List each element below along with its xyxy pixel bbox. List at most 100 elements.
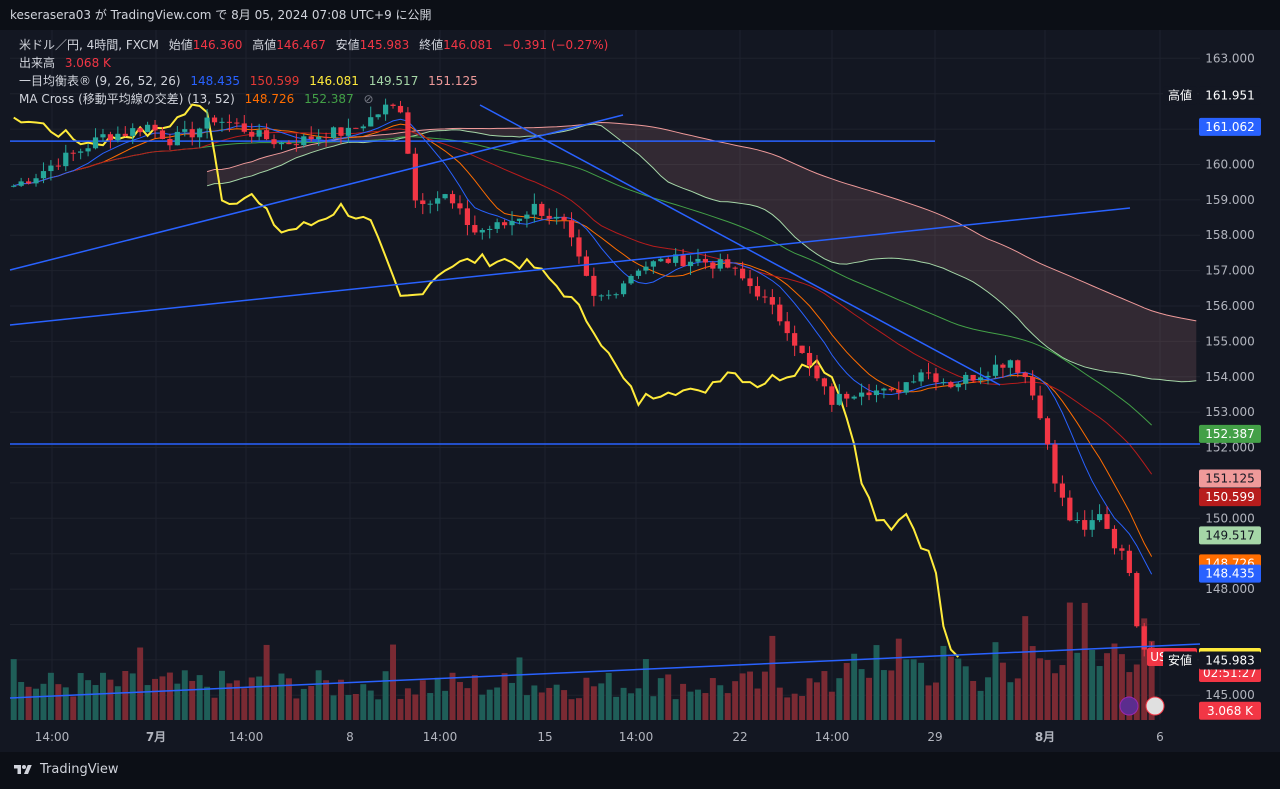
volume-bar: [851, 653, 858, 720]
candle-body: [174, 131, 180, 146]
candle-body: [1104, 514, 1110, 529]
volume-bar: [1089, 649, 1096, 720]
volume-bar: [858, 669, 865, 720]
candle-body: [680, 254, 686, 267]
volume-bar: [1037, 658, 1044, 720]
candlesticks: [11, 98, 1155, 666]
price-tick-label: 159.000: [1205, 193, 1255, 207]
candle-body: [806, 352, 813, 366]
price-tick-label: 145.000: [1205, 688, 1255, 702]
candle-body: [435, 198, 441, 204]
ichimoku-label[interactable]: 一目均衡表® (9, 26, 52, 26): [19, 74, 181, 88]
tradingview-brand[interactable]: TradingView: [12, 762, 119, 777]
candle-body: [940, 382, 947, 384]
candle-body: [219, 121, 225, 123]
volume-bar: [866, 677, 873, 720]
volume-bar: [665, 674, 672, 720]
volume-bar: [159, 676, 166, 720]
span-b-value: 151.125: [428, 74, 478, 88]
candle-body: [977, 377, 984, 381]
hidden-icon[interactable]: ⊘: [363, 92, 374, 106]
price-tag-box: [1199, 117, 1261, 136]
candle-body: [442, 194, 448, 199]
candle-body: [1000, 364, 1006, 368]
candle-body: [554, 216, 560, 219]
candle-body: [360, 126, 366, 129]
horizontal-lines: [10, 140, 1200, 445]
candle-body: [1044, 418, 1051, 445]
ma-cross-label[interactable]: MA Cross (移動平均線の交差) (13, 52): [19, 92, 235, 106]
candle-body: [888, 388, 894, 391]
volume-bar: [813, 682, 820, 720]
candle-body: [836, 393, 842, 405]
chikou-value: 146.081: [309, 74, 359, 88]
candle-body: [635, 270, 642, 276]
volume-bar: [583, 677, 590, 720]
price-tag-box: [1199, 86, 1261, 105]
volume-bar: [895, 638, 902, 720]
candle-body: [1111, 528, 1118, 549]
volume-label[interactable]: 出来高: [19, 56, 56, 70]
chart-panel[interactable]: 163.000 160.000 159.000 158.000 157.000 156.0…: [0, 30, 1280, 752]
candle-body: [1074, 520, 1080, 522]
volume-bar: [464, 688, 471, 720]
candle-body: [92, 137, 99, 149]
candle-body: [673, 254, 679, 263]
volume-bar: [1126, 672, 1133, 720]
symbol-title[interactable]: 米ドル／円, 4時間, FXCM: [19, 38, 159, 52]
candle-body: [606, 294, 612, 296]
candle-body: [992, 364, 999, 376]
volume-bar: [985, 677, 992, 720]
chikou-line: [13, 103, 959, 658]
candle-body: [256, 130, 262, 137]
volume-bar: [992, 642, 999, 720]
candle-body: [665, 258, 671, 263]
close-value: 146.081: [443, 38, 493, 52]
candle-body: [516, 218, 523, 221]
price-tag-value: 148.435: [1205, 567, 1255, 581]
candle-body: [182, 129, 188, 132]
candle-body: [583, 256, 590, 276]
candle-body: [211, 117, 218, 123]
volume-bar: [390, 644, 397, 720]
volume-bar: [821, 671, 828, 720]
candle-body: [747, 278, 753, 287]
trend-line: [9, 207, 1131, 326]
volume-bar: [1096, 666, 1103, 720]
volume-bar: [769, 635, 776, 720]
price-tick-label: 156.000: [1205, 299, 1255, 313]
price-tag-value: 161.951: [1205, 88, 1255, 102]
volume-bar: [561, 690, 568, 720]
publish-header-text: keserasera03 が TradingView.com で 8月 05, …: [10, 8, 432, 22]
volume-bar: [92, 685, 99, 720]
volume-bar: [605, 672, 612, 720]
candle-body: [650, 261, 656, 267]
volume-bar: [523, 695, 530, 720]
volume-bar: [836, 678, 843, 720]
candle-body: [725, 259, 731, 268]
price-chart[interactable]: 163.000 160.000 159.000 158.000 157.000 156.0…: [0, 30, 1280, 752]
volume-bar: [352, 693, 359, 720]
candle-body: [293, 144, 299, 146]
volume-bar: [456, 682, 463, 720]
volume-bar: [233, 680, 240, 720]
candle-body: [55, 165, 61, 167]
high-label: 高値: [252, 38, 277, 52]
time-tick-label: 29: [927, 730, 942, 744]
candle-body: [1037, 395, 1043, 419]
candle-body: [115, 133, 121, 141]
candle-body: [628, 275, 634, 284]
candle-body: [829, 386, 835, 405]
candle-body: [777, 304, 783, 322]
volume-bar: [843, 663, 850, 720]
candle-body: [472, 225, 478, 233]
candle-body: [137, 128, 143, 133]
volume-bar: [977, 690, 984, 720]
volume-bar: [940, 645, 947, 720]
volume-bar: [278, 673, 285, 720]
volume-bar: [970, 680, 977, 720]
volume-bar: [293, 698, 300, 720]
candle-body: [1119, 548, 1125, 551]
volume-bar: [947, 656, 954, 720]
volume-bar: [650, 696, 657, 720]
